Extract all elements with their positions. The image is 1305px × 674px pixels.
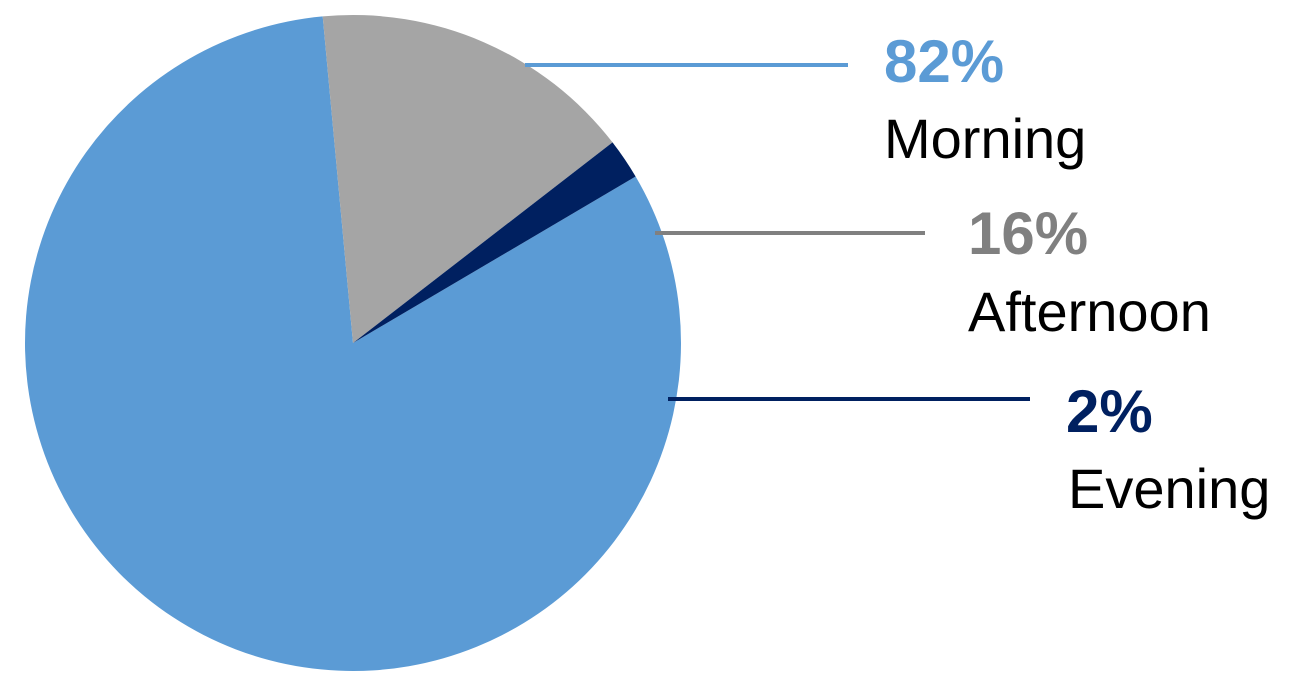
pie-slice-afternoon <box>322 14 613 343</box>
slice-morning-value-label: 82% <box>884 28 1004 95</box>
label-group-evening: 2% Evening <box>1066 378 1270 520</box>
slice-morning-category-label: Morning <box>884 107 1086 170</box>
slice-evening-category-label: Evening <box>1068 457 1270 520</box>
label-group-afternoon: 16% Afternoon <box>968 200 1211 343</box>
pie-slice-morning <box>24 16 681 671</box>
slice-afternoon-value-label: 16% <box>968 200 1088 267</box>
pie-slices <box>24 14 681 671</box>
slice-afternoon-category-label: Afternoon <box>968 280 1211 343</box>
leader-lines <box>525 63 1030 401</box>
slice-evening-value-label: 2% <box>1066 378 1153 445</box>
pie-slice-evening <box>353 142 636 343</box>
label-group-morning: 82% Morning <box>884 28 1086 170</box>
